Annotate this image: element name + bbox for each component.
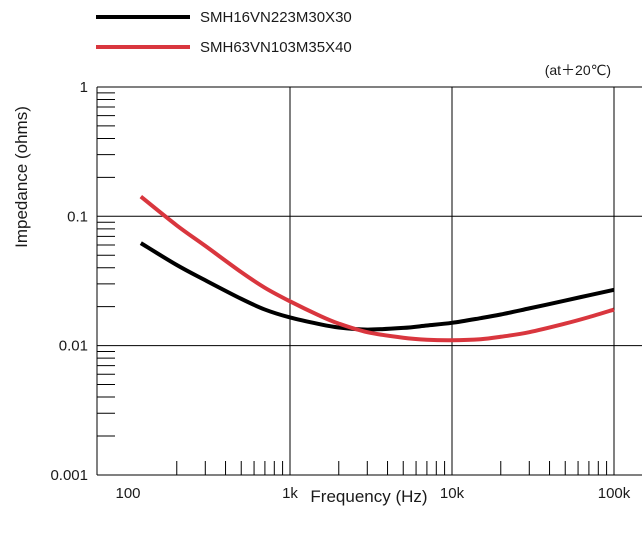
plot-frame bbox=[96, 86, 642, 476]
series-line-1 bbox=[139, 241, 615, 332]
y-tick-label-1: 0.01 bbox=[59, 338, 88, 355]
y-axis-title: Impedance (ohms) bbox=[12, 106, 31, 248]
grid-lines bbox=[97, 87, 642, 475]
y-tick-label-3: 1 bbox=[80, 79, 88, 96]
y-tick-label-2: 0.1 bbox=[67, 208, 88, 225]
legend-label-series-2: SMH63VN103M35X40 bbox=[200, 39, 352, 56]
x-axis-title: Frequency (Hz) bbox=[310, 487, 427, 506]
x-tick-label-1: 1k bbox=[282, 485, 298, 502]
x-tick-label-2: 10k bbox=[440, 485, 465, 502]
x-tick-label-0: 100 bbox=[115, 485, 140, 502]
legend-label-series-1: SMH16VN223M30X30 bbox=[200, 9, 352, 26]
x-tick-label-3: 100k bbox=[598, 485, 631, 502]
minor-ticks bbox=[97, 92, 608, 475]
series-lines bbox=[139, 195, 615, 343]
y-tick-label-0: 0.001 bbox=[50, 467, 88, 484]
temperature-note: (at＋20℃) bbox=[545, 62, 611, 78]
legend: SMH16VN223M30X30 SMH63VN103M35X40 bbox=[96, 9, 352, 56]
series-line-2 bbox=[139, 195, 615, 343]
tick-labels: 100 1k 10k 100k 0.001 0.01 0.1 1 bbox=[50, 79, 630, 502]
